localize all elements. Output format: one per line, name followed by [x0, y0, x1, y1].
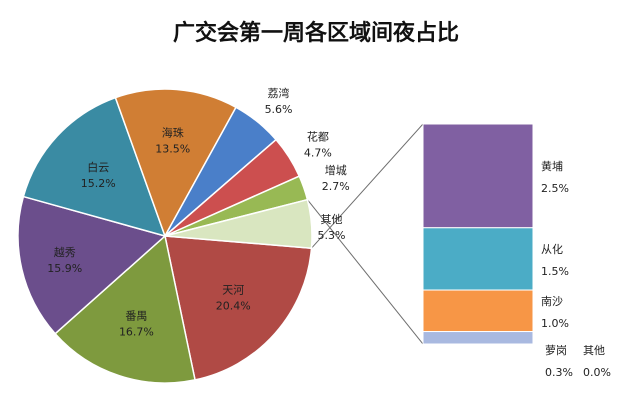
bar-label-value-other-sub: 0.0% — [583, 366, 611, 379]
chart-title: 广交会第一周各区域间夜占比 — [173, 20, 459, 46]
bar-label-value-luogang: 0.3% — [545, 366, 573, 379]
connector-lines — [307, 123, 424, 345]
pie-label-name-huadu: 花都 — [307, 131, 329, 144]
bar-segment-nansha — [422, 289, 534, 333]
pie-label-value-other: 5.3% — [318, 229, 346, 242]
bar-label-name-luogang: 萝岗 — [545, 344, 567, 357]
pie-label-name-zengcheng: 增城 — [325, 163, 347, 177]
pie-label-name-baiyun: 白云 — [87, 160, 109, 174]
pie-label-value-baiyun: 15.2% — [81, 177, 116, 190]
connector-line-bottom — [307, 199, 424, 345]
pie-label-value-zengcheng: 2.7% — [322, 180, 350, 193]
pie-slice-tianhe — [164, 235, 313, 381]
pie-label-value-liwan: 5.6% — [265, 103, 293, 116]
pie-slices — [17, 88, 313, 384]
pie-label-name-haizhu: 海珠 — [162, 125, 184, 139]
bar-label-name-huangpu: 黄埔 — [541, 159, 563, 173]
bar-label-name-other-sub: 其他 — [583, 344, 605, 357]
pie-label-value-yuexiu: 15.9% — [47, 262, 82, 275]
pie-label-name-panyu: 番禺 — [125, 310, 147, 323]
pie-slice-baiyun — [22, 96, 167, 238]
pie-label-value-huadu: 4.7% — [304, 147, 332, 160]
pie-slice-haizhu — [114, 88, 238, 238]
pie-slice-yuexiu — [17, 195, 167, 335]
bar-label-value-conghua: 1.5% — [541, 265, 569, 278]
bar-label-name-conghua: 从化 — [541, 242, 563, 256]
pie-slice-other — [164, 198, 313, 250]
bar-segment-huangpu — [422, 123, 534, 229]
bar-label-value-nansha: 1.0% — [541, 317, 569, 330]
bar-labels: 黄埔 2.5% 从化 1.5% 南沙 1.0% 萝岗 0.3% 其他 0.0% — [541, 159, 611, 379]
pie-label-value-tianhe: 20.4% — [216, 299, 251, 312]
bar-segments — [422, 123, 534, 345]
bar-segment-luogang — [422, 331, 534, 345]
bar-label-value-huangpu: 2.5% — [541, 182, 569, 195]
pie-label-name-tianhe: 天河 — [222, 283, 244, 296]
pie-label-name-yuexiu: 越秀 — [54, 245, 76, 259]
pie-labels: 天河 20.4% 番禺 16.7% 越秀 15.9% 白云 15.2% 海珠 13.5% 荔湾 5.6… — [47, 86, 349, 339]
bar-label-name-nansha: 南沙 — [541, 295, 563, 308]
pie-label-name-liwan: 荔湾 — [268, 86, 290, 100]
pie-label-value-haizhu: 13.5% — [155, 142, 190, 155]
pie-slice-panyu — [54, 234, 196, 384]
bar-segment-conghua — [422, 227, 534, 291]
pie-label-name-other: 其他 — [320, 213, 342, 226]
pie-label-value-panyu: 16.7% — [119, 326, 154, 339]
